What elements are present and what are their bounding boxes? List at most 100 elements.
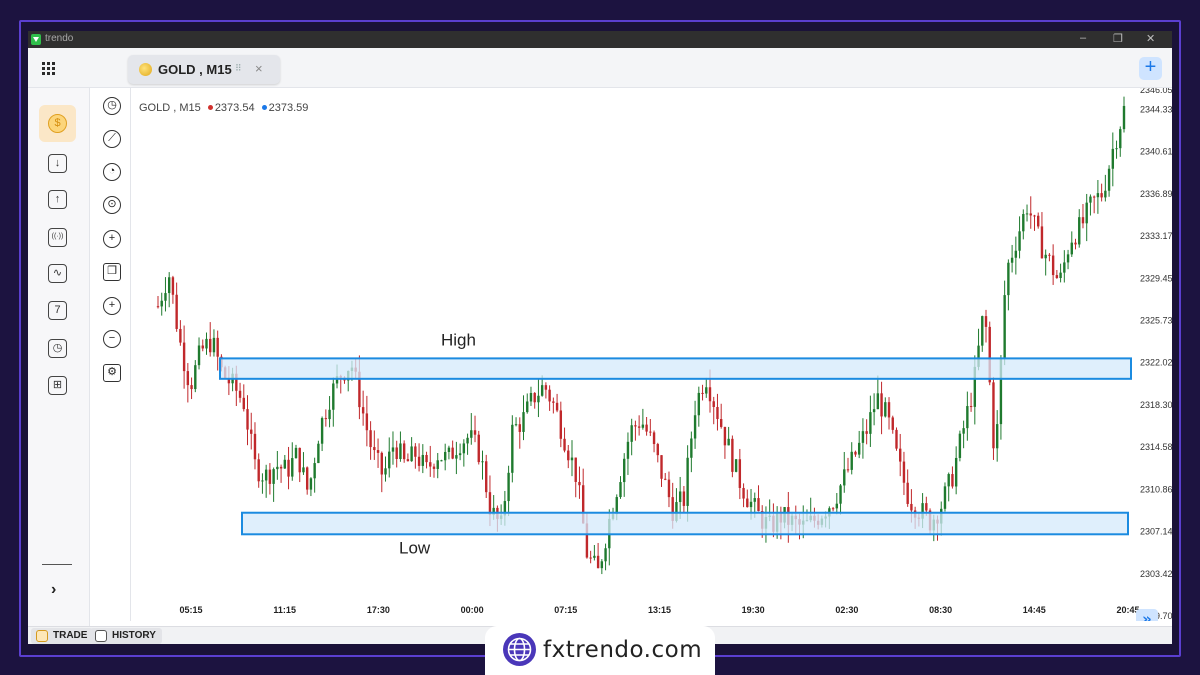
- sidebar-item-analytics[interactable]: ∿: [39, 255, 76, 292]
- candle-body: [746, 498, 749, 508]
- close-window-button[interactable]: ✕: [1146, 33, 1156, 45]
- layers-icon[interactable]: ❐: [103, 263, 121, 281]
- sidebar-item-gold-coin[interactable]: $: [39, 105, 76, 142]
- add-tab-button[interactable]: +: [1139, 57, 1162, 80]
- withdraw-icon: ↑: [48, 190, 67, 209]
- candle-body: [723, 426, 727, 446]
- candle-body: [846, 469, 850, 471]
- candle-body: [1085, 202, 1088, 224]
- zone-high[interactable]: [219, 357, 1132, 380]
- candle-body: [731, 438, 734, 472]
- bid-dot-icon: [207, 105, 213, 110]
- settings-gear-icon[interactable]: ⚙: [103, 364, 121, 382]
- sidebar-item-signal[interactable]: ((·)): [39, 219, 76, 256]
- candle-body: [522, 412, 525, 432]
- candle-body: [425, 454, 428, 463]
- candle-body: [305, 467, 309, 490]
- candle-body: [309, 478, 313, 490]
- pie-chart-icon[interactable]: ◔: [103, 163, 121, 181]
- candle-body: [652, 432, 656, 445]
- restore-button[interactable]: ❐: [1113, 33, 1123, 45]
- candle-body: [443, 451, 447, 461]
- price-tick-label: 2307.14: [1140, 527, 1172, 537]
- add-indicator-icon[interactable]: +: [103, 230, 121, 248]
- candle-body: [697, 392, 701, 416]
- candlestick-chart-svg[interactable]: High Low 2346.05 2344.33 2340.61 2336.89 2333.…: [132, 85, 1172, 629]
- app-title: trendo: [45, 33, 74, 44]
- calendar-icon: 7: [48, 301, 67, 320]
- candle-body: [1119, 129, 1122, 149]
- candle-body: [742, 487, 745, 499]
- candle-body: [630, 425, 633, 442]
- candle-body: [395, 447, 398, 459]
- sidebar-item-gift[interactable]: ⊞: [39, 367, 76, 404]
- candle-body: [1029, 213, 1032, 216]
- zoom-in-icon[interactable]: +: [103, 297, 121, 315]
- draw-line-icon[interactable]: ⟋: [103, 130, 121, 148]
- trendo-logo-icon: [31, 34, 41, 45]
- candle-body: [876, 393, 880, 410]
- drag-handle-icon[interactable]: ⠿: [235, 63, 242, 73]
- candle-body: [966, 406, 969, 429]
- chart-tab-gold[interactable]: GOLD , M15 ⠿ ×: [128, 55, 280, 84]
- sidebar-item-withdraw[interactable]: ↑: [39, 181, 76, 218]
- time-tick-label: 07:15: [554, 605, 577, 615]
- close-tab-icon[interactable]: ×: [255, 61, 263, 76]
- sidebar-item-history-clock[interactable]: ◷: [39, 330, 76, 367]
- price-tick-label: 2336.89: [1140, 189, 1172, 199]
- tab-history[interactable]: HISTORY: [90, 628, 162, 644]
- minimize-button[interactable]: –: [1080, 32, 1087, 44]
- candle-body: [708, 387, 712, 402]
- candle-body: [320, 418, 324, 444]
- candle-body: [1111, 148, 1115, 169]
- candle-body: [238, 390, 242, 398]
- zoom-out-icon[interactable]: −: [103, 330, 121, 348]
- candle-body: [981, 316, 984, 346]
- candle-body: [511, 424, 514, 473]
- candle-body: [1092, 196, 1096, 198]
- candle-body: [850, 451, 853, 470]
- candle-body: [895, 429, 898, 449]
- candle-body: [156, 306, 160, 308]
- price-tick-label: 2314.58: [1140, 442, 1172, 452]
- candle-body: [1010, 257, 1014, 263]
- price-chart[interactable]: GOLD , M15 2373.54 2373.59 High Low 2346.0…: [132, 85, 1172, 629]
- expand-sidebar-icon[interactable]: ›: [51, 581, 57, 598]
- candle-body: [514, 424, 518, 426]
- candle-body: [164, 293, 167, 301]
- candle-body: [1044, 254, 1047, 259]
- candle-body: [488, 492, 492, 515]
- candle-body: [1018, 231, 1021, 251]
- drawing-toolbar: ◷ ⟋ ◔ ⊙ + ❐ + − ⚙: [92, 88, 131, 621]
- candle-body: [388, 451, 391, 469]
- zone-label-low: Low: [399, 538, 431, 557]
- clock-icon[interactable]: ◷: [103, 97, 121, 115]
- candle-body: [302, 467, 305, 473]
- tab-trade[interactable]: TRADE: [31, 628, 94, 644]
- candle-body: [447, 447, 451, 452]
- candle-body: [1096, 193, 1100, 198]
- candle-body: [197, 345, 201, 366]
- candle-body: [399, 443, 402, 459]
- double-chevron-icon[interactable]: »: [1142, 610, 1152, 628]
- chart-symbol: GOLD , M15: [139, 102, 201, 114]
- crosshair-icon[interactable]: ⊙: [103, 196, 121, 214]
- candle-body: [593, 555, 596, 558]
- candle-body: [891, 417, 894, 430]
- price-axis-panel: [1134, 88, 1172, 608]
- apps-grid-icon[interactable]: [42, 62, 55, 75]
- sidebar-item-calendar[interactable]: 7: [39, 292, 76, 329]
- candle-body: [734, 459, 738, 472]
- candle-body: [242, 397, 245, 410]
- bid-price: 2373.54: [214, 102, 255, 114]
- candle-body: [667, 479, 671, 498]
- candle-body: [753, 498, 756, 502]
- candle-body: [294, 447, 298, 459]
- zone-low[interactable]: [241, 511, 1129, 536]
- sidebar-item-deposit[interactable]: ↓: [39, 145, 76, 182]
- candle-body: [167, 277, 171, 294]
- candle-body: [462, 443, 466, 454]
- candle-body: [682, 491, 686, 506]
- candle-body: [216, 337, 219, 357]
- candle-body: [705, 387, 708, 394]
